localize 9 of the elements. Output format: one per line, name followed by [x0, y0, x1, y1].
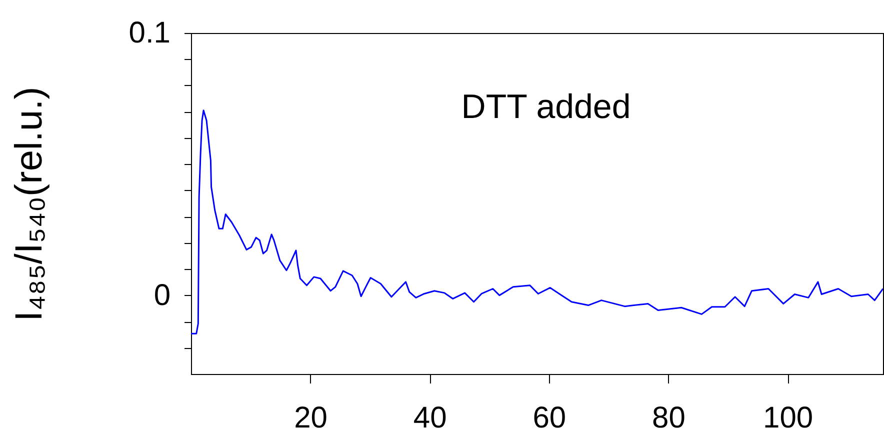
x-tick-label: 60: [532, 402, 566, 434]
x-tick-label: 100: [763, 402, 814, 434]
y-tick-label: 0.1: [128, 16, 170, 50]
x-tick-label: 80: [652, 402, 686, 434]
y-axis-title: I₄₈₅/I₅₄₀(rel.u.): [8, 86, 50, 322]
x-tick-label: 20: [294, 402, 328, 434]
annotation: DTT added: [461, 88, 631, 126]
y-tick-label: 0: [154, 278, 170, 312]
x-tick-label: 40: [413, 402, 447, 434]
